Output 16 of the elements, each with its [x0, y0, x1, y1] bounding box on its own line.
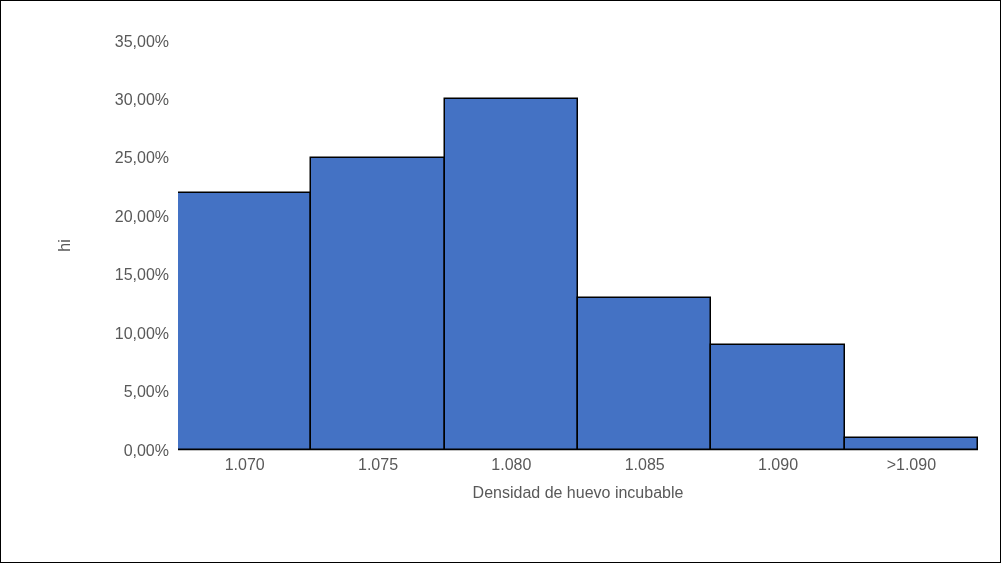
x-tick-label: 1.080: [491, 456, 532, 474]
x-tick-label: 1.085: [624, 456, 665, 474]
y-tick-label: 15,00%: [114, 266, 169, 284]
y-tick-label: 10,00%: [114, 324, 169, 342]
y-tick-label: 5,00%: [123, 383, 169, 401]
y-axis-title: hi: [55, 239, 73, 252]
x-tick-label: >1.090: [886, 456, 937, 474]
y-tick-label: 20,00%: [114, 207, 169, 225]
x-axis-title: Densidad de huevo incubable: [472, 483, 684, 501]
y-tick-label: 0,00%: [123, 441, 169, 459]
x-tick-label: 1.090: [757, 456, 799, 474]
x-tick-label: 1.075: [357, 456, 399, 474]
x-tick-label: 1.070: [224, 456, 265, 474]
y-tick-label: 25,00%: [114, 149, 169, 167]
y-tick-label: 35,00%: [114, 32, 169, 50]
y-tick-label: 30,00%: [114, 91, 169, 109]
